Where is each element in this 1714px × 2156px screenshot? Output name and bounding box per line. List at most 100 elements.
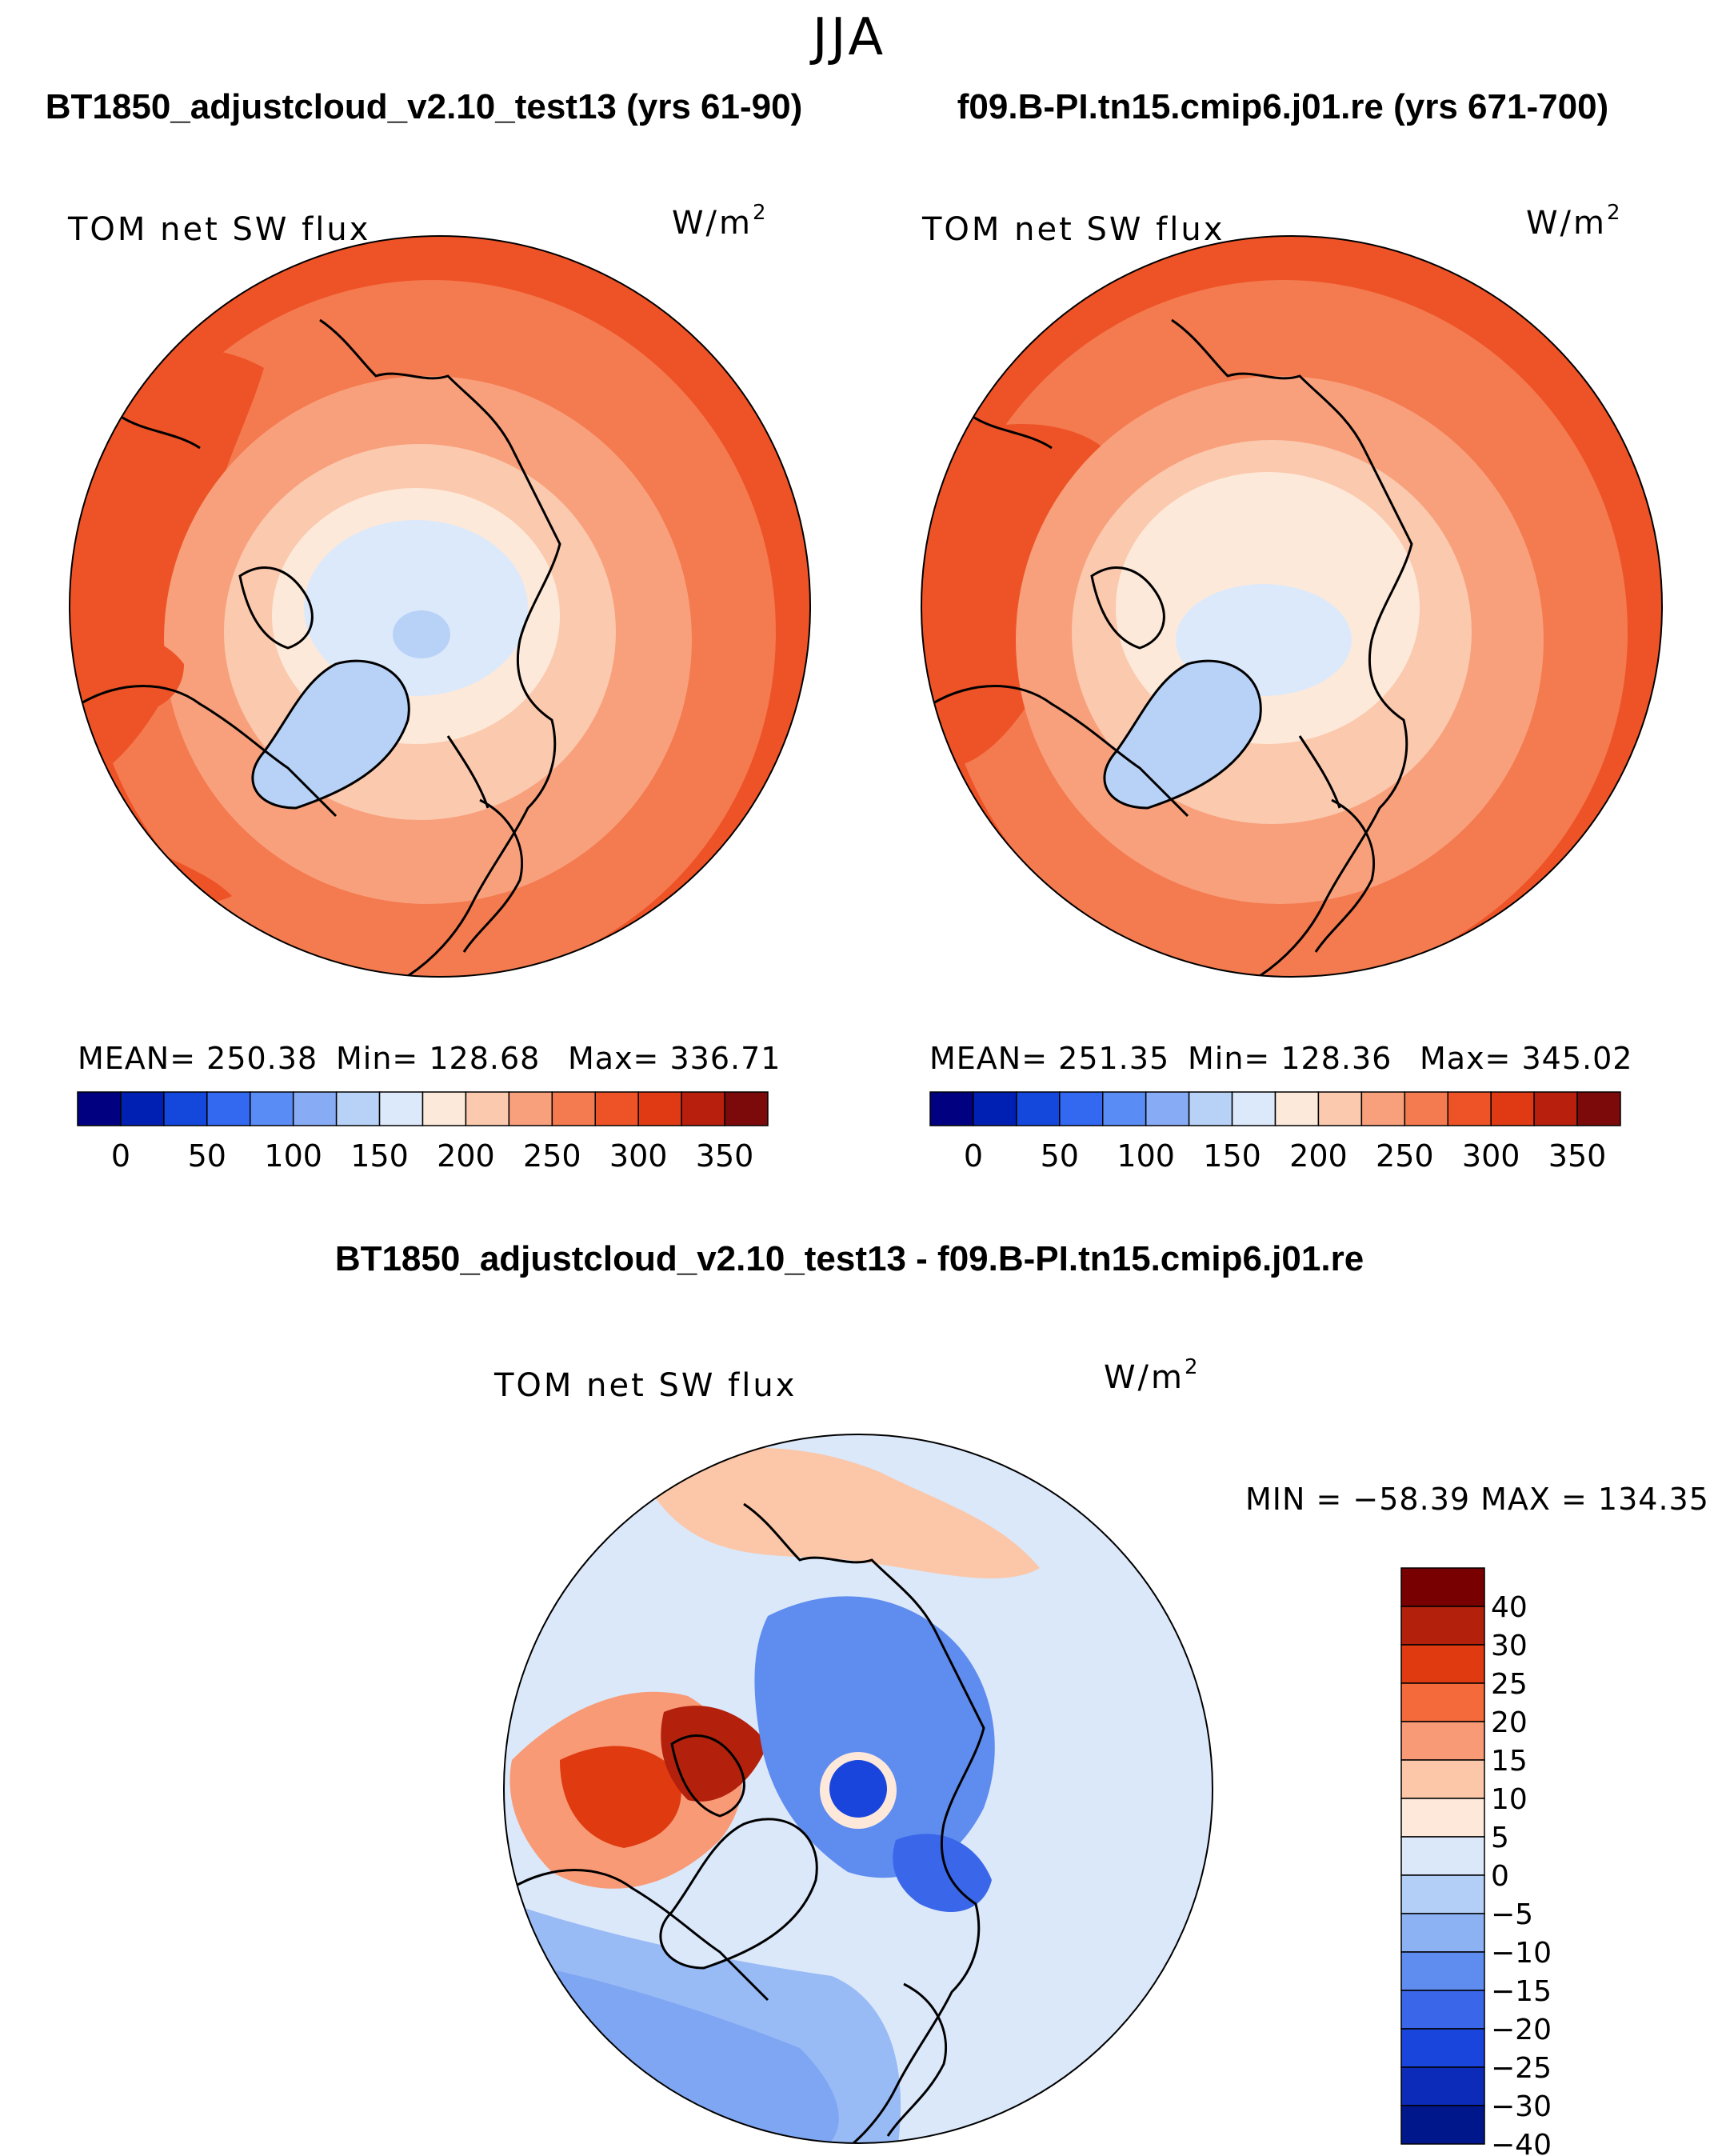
left-colorbar-box-9 [465,1091,510,1126]
left-colorbar-box-6 [335,1091,381,1126]
right-colorbar-box-3 [1059,1091,1104,1126]
left-colorbar-tick-label: 250 [523,1138,581,1174]
bottom-colorbar-tick-label: −30 [1491,2090,1552,2123]
bottom-map-border [503,1434,1213,2144]
left-map [70,236,810,977]
right-colorbar-tick-label: 100 [1117,1138,1175,1174]
right-colorbar-box-14 [1533,1091,1578,1126]
bottom-minmax: MIN = −58.39 MAX = 134.35 [1245,1482,1709,1517]
bottom-colorbar-tick-label: −10 [1491,1937,1552,1970]
right-colorbar-tick-label: 300 [1462,1138,1520,1174]
left-map-border [69,235,811,978]
left-colorbar-box-5 [292,1091,338,1126]
right-colorbar-box-2 [1016,1091,1061,1126]
bottom-colorbar-tick-label: 10 [1491,1783,1528,1816]
left-colorbar-box-0 [77,1091,122,1126]
left-colorbar-box-8 [422,1091,467,1126]
left-colorbar-box-3 [206,1091,251,1126]
right-map [921,236,1662,977]
bottom-colorbar-box-13 [1400,2066,1485,2106]
bottom-colorbar-tick-label: 40 [1491,1591,1528,1624]
left-map-pole-blob [393,610,450,658]
right-stats: MEAN= 251.35 Min= 128.36 Max= 345.02 [929,1041,1632,1076]
bottom-colorbar: 40 30 25 20 15 10 5 0 −5 −10 −15 −20 −25 −30 −40 [1400,1567,1552,2156]
bottom-colorbar-box-4 [1400,1721,1485,1761]
right-colorbar-box-4 [1102,1091,1147,1126]
left-colorbar-box-2 [163,1091,208,1126]
right-colorbar-box-12 [1447,1091,1492,1126]
right-panel: TOM net SW flux W/m2 MEAN= 251.35 Min= 12… [921,201,1663,1174]
bottom-colorbar-box-1 [1400,1606,1485,1646]
bottom-colorbar-tick-label: 20 [1491,1706,1528,1739]
left-colorbar-box-10 [508,1091,553,1126]
bottom-map-blue-arctic [754,1596,995,1878]
bottom-map-pole-blob [829,1760,887,1818]
bottom-panel: BT1850_adjustcloud_v2.10_test13 - f09.B-… [335,1239,1709,2156]
left-colorbar-box-1 [120,1091,165,1126]
bottom-colorbar-tick-label: 5 [1491,1822,1509,1854]
left-panel: TOM net SW flux W/m2 MEAN= 2 [67,201,811,1174]
left-colorbar-tick-label: 50 [188,1138,226,1174]
bottom-colorbar-tick-label: 25 [1491,1668,1528,1701]
right-colorbar-box-5 [1145,1091,1190,1126]
left-colorbar-box-12 [594,1091,639,1126]
right-colorbar-tick-label: 0 [964,1138,983,1174]
left-colorbar-tick-label: 100 [264,1138,322,1174]
right-colorbar-box-7 [1231,1091,1277,1126]
bottom-colorbar-tick-label: 30 [1491,1630,1528,1662]
bottom-colorbar-tick-label: −5 [1491,1898,1533,1931]
left-colorbar-tick-label: 300 [609,1138,668,1174]
left-panel-title: BT1850_adjustcloud_v2.10_test13 (yrs 61-… [46,87,803,126]
right-colorbar-box-8 [1274,1091,1320,1126]
bottom-colorbar-tick-label: −25 [1491,2052,1552,2085]
bottom-colorbar-tick-label: −20 [1491,2014,1552,2046]
bottom-colorbar-box-11 [1400,1990,1485,2030]
bottom-colorbar-box-14 [1400,2105,1485,2145]
right-colorbar-box-11 [1404,1091,1448,1126]
right-panel-title: f09.B-PI.tn15.cmip6.j01.re (yrs 671-700) [957,87,1608,126]
left-colorbar-tick-label: 350 [696,1138,754,1174]
bottom-panel-title: BT1850_adjustcloud_v2.10_test13 - f09.B-… [335,1239,1364,1278]
left-colorbar-tick-label: 0 [111,1138,130,1174]
right-colorbar-tick-label: 250 [1376,1138,1434,1174]
bottom-subtitle: TOM net SW flux [493,1367,797,1404]
bottom-colorbar-box-0 [1400,1567,1485,1607]
right-map-border [921,235,1663,978]
bottom-colorbar-box-12 [1400,2028,1485,2068]
bottom-map-red-canada [560,1746,681,1848]
bottom-map-coastlines [511,1502,985,2143]
left-colorbar-box-11 [551,1091,596,1126]
right-colorbar-box-0 [929,1091,974,1126]
right-colorbar-box-10 [1360,1091,1406,1126]
left-colorbar: 0 50 100 150 200 250 300 350 [77,1091,769,1174]
right-colorbar-box-6 [1188,1091,1233,1126]
left-stats: MEAN= 250.38 Min= 128.68 Max= 336.71 [78,1041,781,1076]
left-map-arctic [304,520,528,696]
bottom-map-blue-east [893,1834,992,1912]
right-colorbar-box-13 [1490,1091,1535,1126]
bottom-colorbar-tick-label: 15 [1491,1745,1528,1778]
left-colorbar-box-14 [681,1091,725,1126]
left-colorbar-tick-label: 200 [437,1138,495,1174]
left-subtitle: TOM net SW flux [67,211,370,248]
bottom-colorbar-box-9 [1400,1913,1485,1953]
bottom-colorbar-box-7 [1400,1836,1485,1876]
bottom-colorbar-box-2 [1400,1644,1485,1684]
bottom-colorbar-box-10 [1400,1951,1485,1991]
right-colorbar-tick-label: 150 [1203,1138,1261,1174]
bottom-colorbar-tick-label: −15 [1491,1975,1552,2008]
right-colorbar-box-15 [1576,1091,1621,1126]
bottom-colorbar-box-5 [1400,1759,1485,1799]
left-map-coastlines [79,318,561,977]
left-map-dark-patches [74,634,232,902]
right-subtitle: TOM net SW flux [921,211,1225,248]
bottom-colorbar-tick-label: 0 [1491,1860,1509,1893]
left-colorbar-box-13 [637,1091,682,1126]
left-colorbar-box-15 [724,1091,769,1126]
bottom-units: W/m2 [1104,1355,1201,1396]
bottom-colorbar-box-6 [1400,1798,1485,1838]
right-colorbar-box-1 [973,1091,1017,1126]
season-title: JJA [809,8,886,67]
right-colorbar: 0 50 100 150 200 250 300 350 [929,1091,1621,1174]
